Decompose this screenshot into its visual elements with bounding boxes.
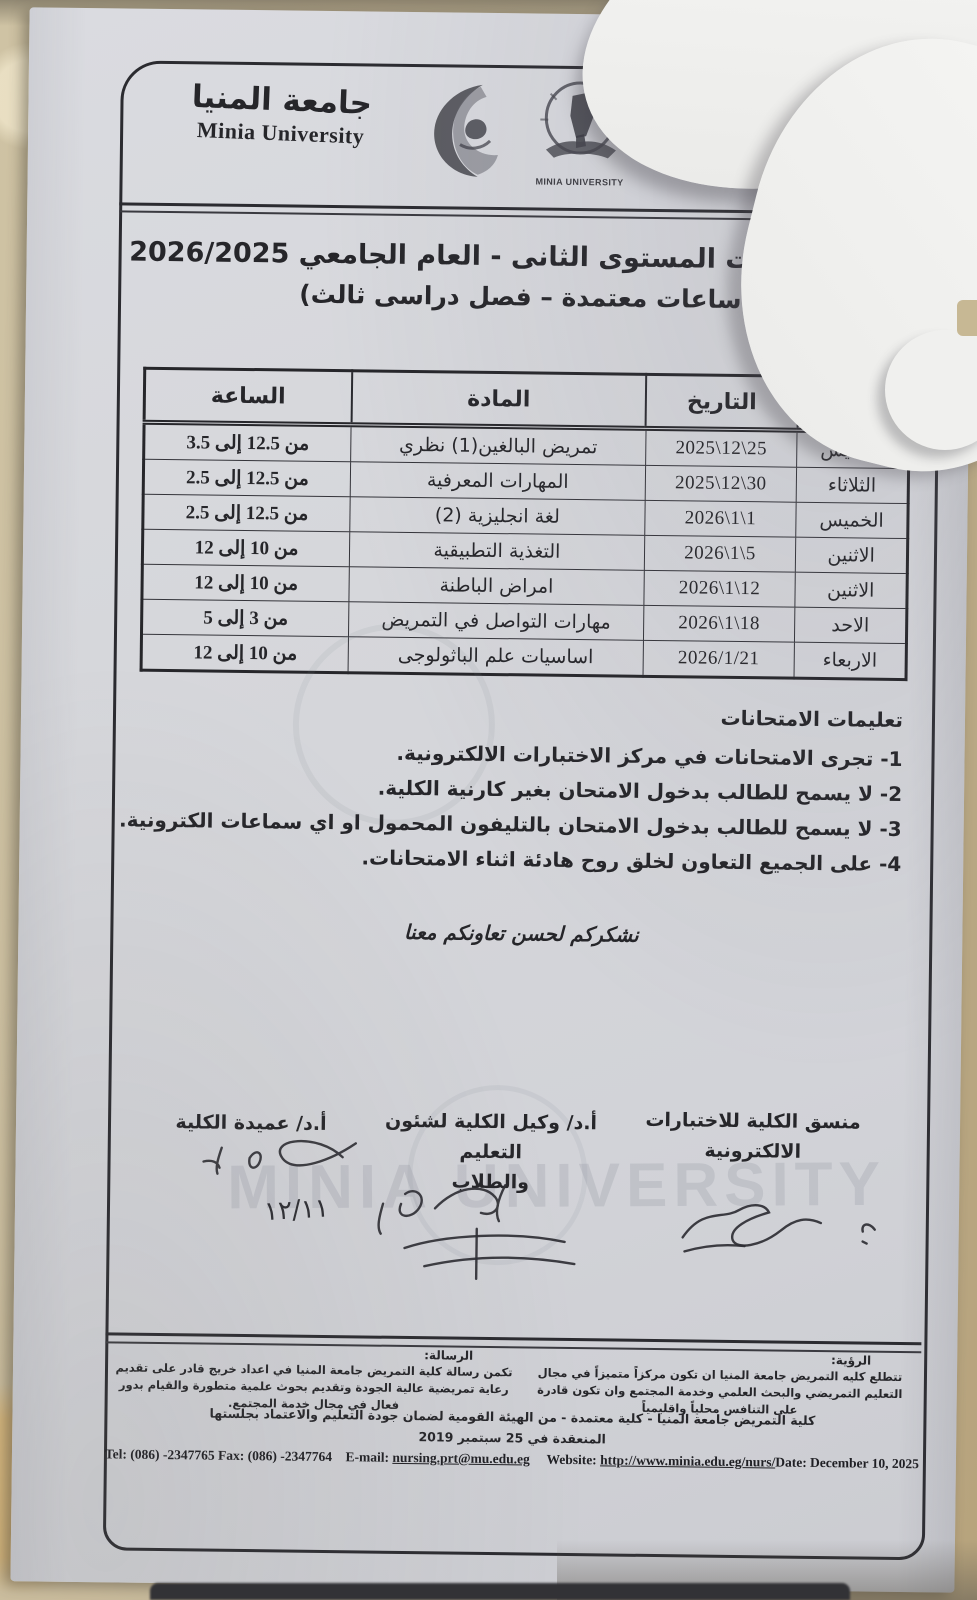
cell-subject: تمريض البالغين(1) نظري [350,424,646,466]
dean-handwritten-signature [202,1139,357,1175]
logos-block: MINIA UNIVERSITY [419,78,650,189]
contact-tel-fax: Tel: (086) -2347765 Fax: (086) -2347764 [104,1446,333,1465]
email-link: nursing.prt@mu.edu.eg [392,1449,530,1467]
exam-instructions: تعليمات الامتحانات 1- تجرى الامتحانات في… [118,698,903,882]
coordinator-title-line2: الالكترونية [704,1139,802,1163]
email-label: E-mail: [345,1449,390,1465]
cell-time: من 12.5 إلى 3.5 [143,422,352,462]
cell-day: الاثنين [795,572,908,609]
cell-subject: التغذية التطبيقية [349,531,645,571]
cell-date: 2026/1/21 [642,640,795,679]
minia-university-logo: MINIA UNIVERSITY [527,79,632,188]
footer-accreditation-line2: المنعقدة في 25 سبتمبر 2019 [418,1429,606,1447]
cell-time: من 10 إلى 12 [142,529,350,567]
website-link: http://www.minia.edu.eg/nurs/ [600,1452,776,1470]
cell-day: الاربعاء [794,642,907,680]
cell-day: الثلاثاء [796,467,909,504]
cell-subject: امراض الباطنة [349,566,644,606]
white-object-lower [885,330,977,450]
cell-date: 2026\1\12 [643,570,796,608]
cell-date: 2026\1\18 [643,605,796,643]
col-header-time: الساعة [144,368,352,425]
cell-date: 2025\12\30 [644,465,797,503]
vice-dean-handwritten-signature [377,1183,576,1281]
vice-dean-title-line1: أ.د/ وكيل الكلية لشئون التعليم [384,1109,598,1164]
cell-date: 2026\1\1 [644,500,797,538]
website-label: Website: [546,1451,597,1468]
cell-subject: المهارات المعرفية [350,461,646,501]
coordinator-title-line1: منسق الكلية للاختبارات [645,1108,861,1134]
thanks-note: نشكركم لحسن تعاونكم معنا [403,919,639,947]
university-header-block: جامعة المنيا Minia University [155,77,407,151]
coordinator-handwritten-signature [681,1204,876,1253]
cell-day: الاثنين [795,537,908,574]
cell-time: من 10 إلى 12 [141,564,350,602]
cell-date: 2025\12\25 [645,428,798,468]
instructions-heading: تعليمات الامتحانات [720,705,904,733]
photo-bottom-edge [150,1583,850,1600]
cell-time: من 3 إلى 5 [141,599,350,637]
cell-time: من 12.5 إلى 2.5 [143,459,351,497]
col-header-subject: المادة [351,370,647,429]
contact-date: Date: December 10, 2025 [775,1454,920,1472]
contact-line: Tel: (086) -2347765 Fax: (086) -2347764 … [104,1446,920,1472]
document-content: جامعة المنيا Minia University [103,60,937,1554]
cell-day: الخميس [796,502,909,539]
cell-date: 2026\1\5 [643,535,797,573]
background-notch [957,300,977,336]
cell-day: الاحد [794,607,907,644]
cell-subject: لغة انجليزية (2) [349,496,645,536]
cell-time: من 12.5 إلى 2.5 [142,494,351,532]
coordinator-signature-title: منسق الكلية للاختبارات الالكترونية [624,1105,883,1168]
document-paper: جامعة المنيا Minia University [10,7,974,1593]
minia-logo-caption: MINIA UNIVERSITY [535,176,624,188]
nursing-crescent-logo [419,78,512,187]
